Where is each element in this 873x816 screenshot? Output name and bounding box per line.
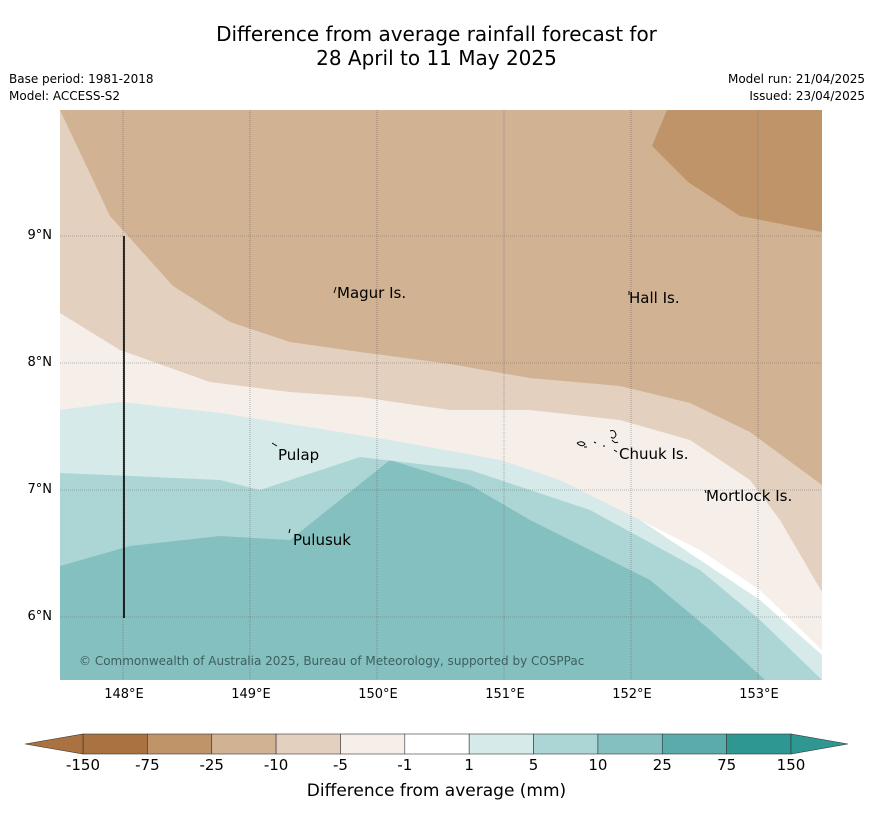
magur-island-mark bbox=[333, 286, 337, 294]
place-labels: Magur Is. Hall Is. Pulap Chuuk Is. Mortl… bbox=[278, 284, 792, 549]
legend-cell bbox=[597, 733, 663, 755]
legend-cell bbox=[404, 733, 470, 755]
legend-cells bbox=[82, 733, 792, 755]
chuuk-island-mark bbox=[576, 430, 619, 453]
map-title: Difference from average rainfall forecas… bbox=[0, 22, 873, 70]
legend-cell bbox=[726, 733, 792, 755]
lat-label-9n: 9°N bbox=[27, 228, 53, 243]
legend-cell bbox=[661, 733, 727, 755]
legend-tick-label: -5 bbox=[332, 756, 348, 774]
lon-label-149e: 149°E bbox=[231, 687, 271, 702]
meta-right: Model run: 21/04/2025 Issued: 23/04/2025 bbox=[728, 71, 865, 105]
place-pulusuk: Pulusuk bbox=[293, 531, 351, 549]
lon-label-153e: 153°E bbox=[739, 687, 779, 702]
place-mortlock: Mortlock Is. bbox=[706, 487, 792, 505]
lon-label-152e: 152°E bbox=[612, 687, 652, 702]
mortlock-island-mark bbox=[704, 489, 707, 494]
legend-tick-label: 1 bbox=[464, 756, 474, 774]
legend-cell bbox=[533, 733, 599, 755]
legend-tick-label: -10 bbox=[263, 756, 289, 774]
place-pulap: Pulap bbox=[278, 446, 319, 464]
model-run: Model run: 21/04/2025 bbox=[727, 72, 865, 86]
legend-tick-label: 5 bbox=[528, 756, 539, 774]
model-name: Model: ACCESS-S2 bbox=[9, 89, 121, 103]
lat-label-8n: 8°N bbox=[27, 355, 53, 370]
legend-tick-label: 25 bbox=[652, 756, 672, 774]
lon-label-148e: 148°E bbox=[104, 687, 144, 702]
lon-label-150e: 150°E bbox=[358, 687, 398, 702]
legend-arrow-low bbox=[24, 733, 84, 755]
legend-tick-label: -25 bbox=[199, 756, 224, 774]
title-line-1: Difference from average rainfall forecas… bbox=[216, 22, 657, 46]
legend-cell bbox=[340, 733, 406, 755]
legend-tick-label: -150 bbox=[65, 756, 101, 774]
legend-tick-label: 10 bbox=[588, 756, 608, 774]
legend-cell bbox=[147, 733, 213, 755]
place-magur: Magur Is. bbox=[337, 284, 406, 302]
issued-date: Issued: 23/04/2025 bbox=[749, 89, 865, 103]
lat-label-6n: 6°N bbox=[27, 609, 53, 624]
base-period: Base period: 1981-2018 bbox=[9, 72, 154, 86]
lat-label-7n: 7°N bbox=[27, 482, 53, 497]
legend-tick-label: -75 bbox=[135, 756, 160, 774]
band-minus75-minus25 bbox=[652, 110, 822, 232]
legend-arrow-high bbox=[790, 733, 849, 755]
place-chuuk: Chuuk Is. bbox=[619, 445, 688, 463]
legend-tick-label: 150 bbox=[776, 756, 806, 774]
forecast-map: Magur Is. Hall Is. Pulap Chuuk Is. Mortl… bbox=[60, 110, 822, 680]
pulusuk-island-mark bbox=[288, 528, 291, 534]
legend-colorbar bbox=[24, 733, 849, 755]
legend-cell bbox=[82, 733, 148, 755]
pulap-island-mark bbox=[271, 442, 278, 447]
map-panel: Magur Is. Hall Is. Pulap Chuuk Is. Mortl… bbox=[60, 110, 822, 680]
island-marks bbox=[271, 286, 707, 534]
place-hall: Hall Is. bbox=[629, 289, 680, 307]
band-minus25-minus10 bbox=[60, 110, 822, 485]
lon-label-151e: 151°E bbox=[485, 687, 525, 702]
legend-tick-label: -1 bbox=[397, 756, 413, 774]
meta-left: Base period: 1981-2018 Model: ACCESS-S2 bbox=[9, 71, 154, 105]
title-line-2: 28 April to 11 May 2025 bbox=[316, 46, 557, 70]
legend-cell bbox=[211, 733, 277, 755]
copyright-text: © Commonwealth of Australia 2025, Bureau… bbox=[79, 654, 584, 668]
gridlines bbox=[60, 110, 822, 680]
legend-cell bbox=[275, 733, 341, 755]
legend-tick-label: 75 bbox=[717, 756, 737, 774]
legend-cell bbox=[468, 733, 534, 755]
legend-title: Difference from average (mm) bbox=[306, 781, 567, 801]
